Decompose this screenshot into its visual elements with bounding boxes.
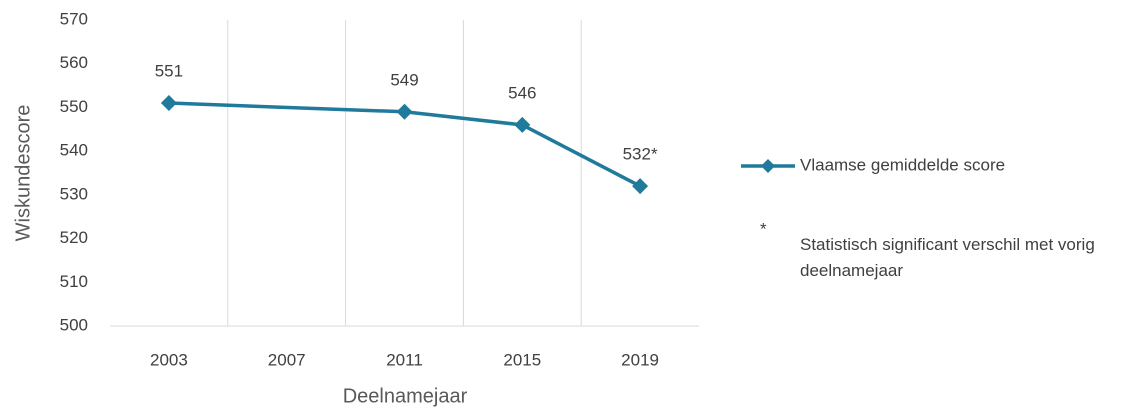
series-line [168,101,641,188]
data-point [396,103,413,120]
legend-marker [761,159,775,173]
data-point [514,116,531,133]
y-axis-label: Wiskundescore [12,105,34,242]
note-symbol: * [760,219,767,238]
data-label: 532* [623,145,658,164]
y-tick-label: 560 [60,53,88,72]
legend-label: Vlaamse gemiddelde score [800,155,1005,174]
y-tick-label: 500 [60,315,88,334]
x-tick-label: 2007 [268,350,306,369]
y-tick-label: 510 [60,272,88,291]
x-tick-label: 2003 [150,350,188,369]
data-point [632,178,649,195]
y-tick-label: 520 [60,228,88,247]
x-tick-label: 2011 [386,350,423,369]
note: Statistisch significant verschil met vor… [800,235,1095,280]
x-tick-label: 2019 [621,350,659,369]
data-point [160,95,177,112]
y-tick-label: 530 [60,184,88,203]
x-axis-label: Deelnamejaar [343,385,468,407]
y-tick-label: 550 [60,97,88,116]
y-tick-label: 540 [60,141,88,160]
data-label: 551 [155,62,183,81]
data-label: 549 [390,70,418,89]
data-label: 546 [508,83,536,102]
x-tick-label: 2015 [503,350,541,369]
y-tick-label: 570 [60,9,88,28]
